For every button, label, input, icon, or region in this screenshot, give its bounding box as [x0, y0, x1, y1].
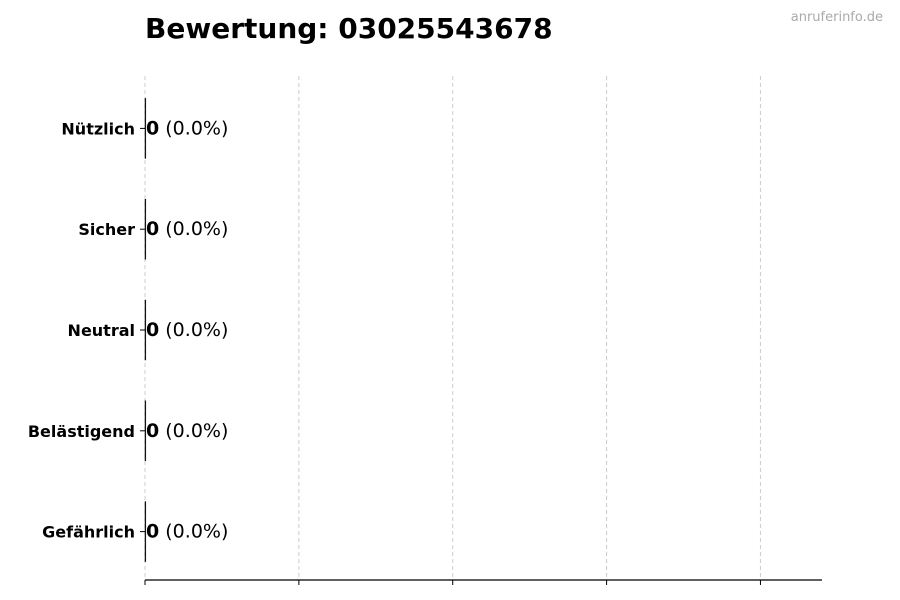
data-label-percent: (0.0%) — [159, 521, 228, 543]
data-label-count: 0 — [146, 319, 159, 341]
data-label: 0 (0.0%) — [146, 521, 228, 543]
data-label-percent: (0.0%) — [159, 420, 228, 442]
category-label: Neutral — [68, 321, 135, 340]
data-label-count: 0 — [146, 420, 159, 442]
category-label: Sicher — [78, 220, 135, 239]
chart-title: Bewertung: 03025543678 — [145, 12, 553, 45]
data-label: 0 (0.0%) — [146, 117, 228, 139]
data-label-percent: (0.0%) — [159, 218, 228, 240]
data-label-count: 0 — [146, 218, 159, 240]
category-label: Belästigend — [28, 422, 135, 441]
watermark: anruferinfo.de — [790, 10, 883, 25]
data-label-percent: (0.0%) — [159, 319, 228, 341]
category-label: Gefährlich — [42, 523, 135, 542]
category-label: Nützlich — [61, 119, 135, 138]
data-label: 0 (0.0%) — [146, 420, 228, 442]
data-label-percent: (0.0%) — [159, 117, 228, 139]
data-label-count: 0 — [146, 521, 159, 543]
data-label-count: 0 — [146, 117, 159, 139]
data-label: 0 (0.0%) — [146, 319, 228, 341]
data-label: 0 (0.0%) — [146, 218, 228, 240]
